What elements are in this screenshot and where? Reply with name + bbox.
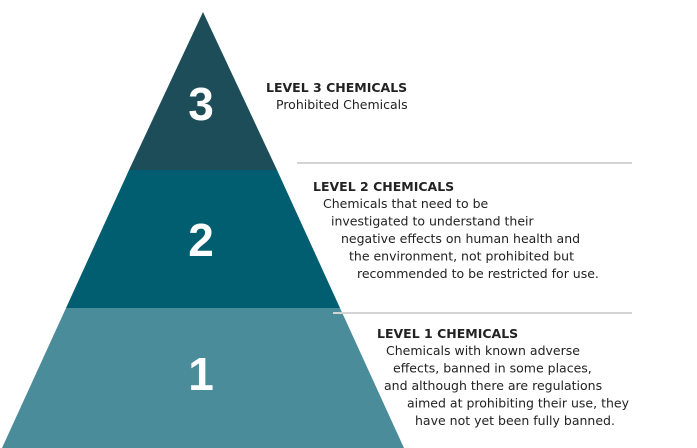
- level-description: aimed at prohibiting their use, they: [407, 396, 630, 411]
- level-3-band: [129, 12, 277, 170]
- labels: 3 LEVEL 3 CHEMICALS Prohibited Chemicals 2 L…: [188, 78, 629, 428]
- level-description: investigated to understand their: [331, 214, 534, 229]
- level-description: have not yet been fully banned.: [415, 413, 615, 428]
- level-2-band: [66, 170, 340, 308]
- level-description: and although there are regulations: [384, 378, 602, 393]
- level-title: LEVEL 3 CHEMICALS: [266, 80, 407, 95]
- level-title: LEVEL 1 CHEMICALS: [377, 326, 518, 341]
- level-description: Chemicals with known adverse: [386, 343, 580, 358]
- level-description: Prohibited Chemicals: [276, 97, 408, 112]
- level-description: Chemicals that need to be: [323, 196, 489, 211]
- level-1-band: [2, 308, 404, 448]
- level-description: effects, banned in some places,: [393, 361, 592, 376]
- level-number: 1: [188, 348, 214, 400]
- level-number: 2: [188, 214, 214, 266]
- level-description: the environment, not prohibited but: [349, 249, 574, 264]
- level-description: negative effects on human health and: [341, 231, 580, 246]
- level-title: LEVEL 2 CHEMICALS: [313, 179, 454, 194]
- level-number: 3: [188, 78, 214, 130]
- level-description: recommended to be restricted for use.: [357, 266, 599, 281]
